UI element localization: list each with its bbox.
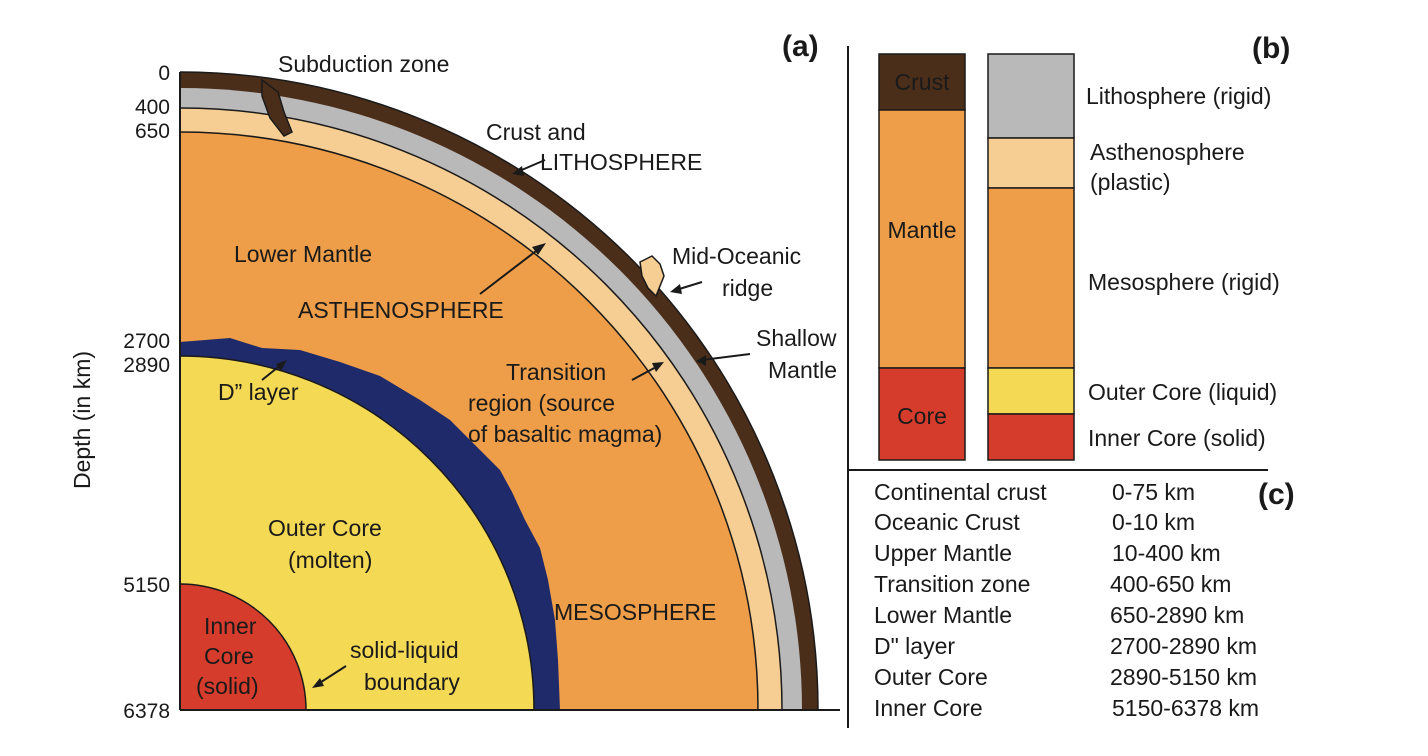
d-layer-arrowhead (276, 360, 287, 371)
column-mesosphere (987, 187, 1075, 369)
boundary-label: solid-liquid (350, 637, 459, 663)
shallow-mantle-arrow (701, 353, 751, 361)
table-range: 5150-6378 km (1112, 695, 1259, 721)
outer-core-label: Outer Core (268, 515, 382, 541)
panel-c-tag: (c) (1258, 478, 1295, 511)
boundary-label: boundary (364, 669, 460, 695)
column-asthenosphere (987, 137, 1075, 189)
depth-tick: 6378 (123, 700, 170, 723)
ridge-arrowhead (670, 284, 682, 294)
lithosphere-label: LITHOSPHERE (540, 149, 702, 175)
table-range: 650-2890 km (1110, 602, 1244, 628)
transition-arrow (631, 365, 659, 381)
table-range: 400-650 km (1110, 571, 1231, 597)
outer-core-liquid-label: Outer Core (liquid) (1088, 379, 1277, 405)
asthenosphere-plastic-label: Asthenosphere (1090, 139, 1245, 165)
mesosphere-rigid-label: Mesosphere (rigid) (1088, 269, 1280, 295)
transition-arrowhead (652, 362, 664, 372)
table-range: 10-400 km (1112, 540, 1221, 566)
table-layer: Continental crust (874, 479, 1047, 505)
inner-core-solid-label: Inner Core (solid) (1088, 425, 1266, 451)
shallow-mantle-label: Shallow (756, 325, 837, 351)
panel-b-tag: (b) (1252, 32, 1290, 65)
table-range: 2700-2890 km (1110, 633, 1257, 659)
shallow-mantle-arrowhead (696, 355, 706, 366)
asthenosphere-label: ASTHENOSPHERE (298, 297, 504, 323)
table-range: 2890-5150 km (1110, 664, 1257, 690)
depth-tick: 2700 (123, 330, 170, 353)
table-layer: D" layer (874, 633, 955, 659)
table-range: 0-10 km (1112, 509, 1195, 535)
table-layer: Lower Mantle (874, 602, 1012, 628)
d-layer-label: D” layer (218, 379, 299, 405)
column-outer-core (987, 367, 1075, 415)
table-layer: Outer Core (874, 664, 988, 690)
depth-tick: 0 (158, 62, 170, 85)
earth-cross-section (180, 71, 819, 710)
crust-arrowhead (512, 166, 524, 176)
inner-core-label: Inner (204, 613, 257, 639)
boundary-arrow (317, 665, 347, 685)
table-layer: Oceanic Crust (874, 509, 1020, 535)
column-lithosphere (987, 53, 1075, 139)
transition-label: region (source (468, 390, 615, 416)
depth-tick: 5150 (123, 574, 170, 597)
inner-core-label: Core (204, 643, 254, 669)
depth-tick: 650 (135, 120, 170, 143)
mid-ocean-ridge-label: Mid-Oceanic (672, 243, 801, 269)
depth-tick: 2890 (123, 354, 170, 377)
table-layer: Inner Core (874, 695, 983, 721)
inner-core-layer (180, 583, 307, 710)
transition-label: Transition (506, 359, 606, 385)
subducting-slab (261, 78, 293, 137)
lithosphere-rigid-label: Lithosphere (rigid) (1086, 83, 1271, 109)
mesosphere-label: MESOSPHERE (554, 599, 716, 625)
table-layer: Transition zone (874, 571, 1030, 597)
shallow-mantle-label: Mantle (768, 357, 837, 383)
depth-axis-label: Depth (in km) (69, 351, 95, 489)
asthenosphere-plastic-label: (plastic) (1090, 169, 1171, 195)
column-core (878, 367, 966, 461)
column-inner-core (987, 413, 1075, 461)
depth-tick: 400 (135, 96, 170, 119)
mid-ocean-ridge-label: ridge (722, 275, 773, 301)
asthenosphere-arrowhead (532, 243, 546, 255)
subduction-label: Subduction zone (278, 51, 449, 77)
lower-mantle-label: Lower Mantle (234, 241, 372, 267)
depth-table: Continental crust 0-75 km Oceanic Crust … (874, 479, 1259, 721)
transition-label: of basaltic magma) (468, 421, 662, 447)
mid-ocean-ridge (639, 255, 665, 298)
panel-a-tag: (a) (782, 30, 819, 63)
crust-label: Crust and (486, 119, 586, 145)
column-crust-label: Crust (895, 69, 951, 95)
asthenosphere-arrow (479, 247, 541, 295)
column-mantle-label: Mantle (887, 217, 956, 243)
column-core-label: Core (897, 403, 947, 429)
table-layer: Upper Mantle (874, 540, 1012, 566)
column-crust (878, 53, 966, 111)
table-range: 0-75 km (1112, 479, 1195, 505)
boundary-arrowhead (312, 678, 324, 688)
outer-core-label: (molten) (288, 547, 372, 573)
inner-core-label: (solid) (196, 673, 259, 699)
